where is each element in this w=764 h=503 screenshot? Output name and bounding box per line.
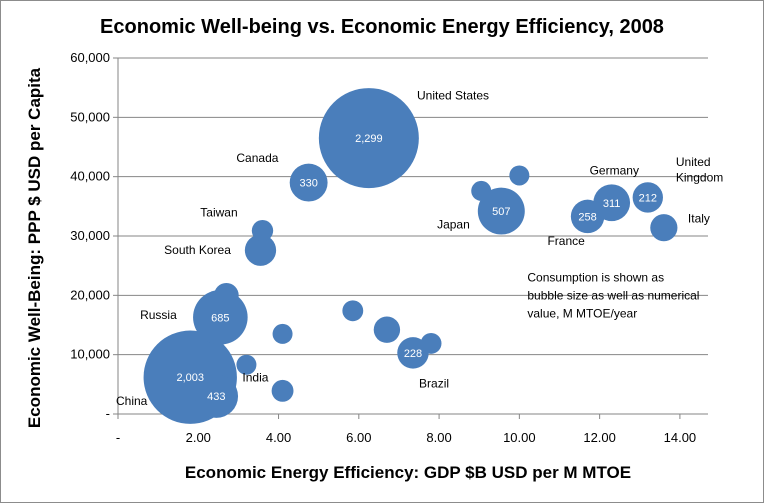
- country-label: Kingdom: [676, 170, 723, 184]
- bubble: [251, 219, 274, 242]
- bubble: [477, 187, 525, 235]
- bubble: [236, 354, 257, 375]
- country-label: Russia: [140, 308, 177, 322]
- bubble: [650, 214, 678, 242]
- x-axis-title: Economic Energy Efficiency: GDP $B USD p…: [185, 463, 631, 482]
- bubble: [194, 374, 239, 418]
- y-tick-label: 40,000: [70, 169, 110, 184]
- annotation-note: Consumption is shown as: [527, 271, 664, 285]
- y-axis-title: Economic Well-Being: PPP $ USD per Capit…: [25, 67, 44, 428]
- bubble: [289, 163, 328, 202]
- bubble: [214, 282, 239, 308]
- bubble-value-label: 212: [639, 192, 657, 204]
- x-tick-label: 2.00: [186, 430, 211, 445]
- bubble: [570, 199, 605, 234]
- x-tick-label: 4.00: [266, 430, 291, 445]
- y-tick-label: 30,000: [70, 228, 110, 243]
- x-tick-label: 8.00: [426, 430, 451, 445]
- y-tick-label: 50,000: [70, 109, 110, 124]
- x-tick-label: 12.00: [583, 430, 616, 445]
- bubble: [318, 88, 419, 189]
- country-label: China: [116, 394, 148, 408]
- country-label: Taiwan: [200, 205, 237, 219]
- y-tick-label: 60,000: [70, 50, 110, 65]
- bubble: [272, 323, 293, 344]
- bubble-value-label: 330: [299, 178, 317, 190]
- bubble-value-label: 2,003: [176, 372, 204, 384]
- bubble: [342, 300, 364, 322]
- bubble: [244, 234, 277, 266]
- annotation-note: value, M MTOE/year: [527, 307, 637, 321]
- country-label: France: [547, 234, 585, 248]
- country-label: Italy: [688, 211, 710, 225]
- x-tick-label: 6.00: [346, 430, 371, 445]
- bubble-value-label: 433: [207, 391, 225, 403]
- y-tick-label: 20,000: [70, 287, 110, 302]
- bubble: [420, 332, 442, 354]
- bubble-value-label: 228: [404, 348, 422, 360]
- country-label: United States: [417, 89, 489, 103]
- bubble: [373, 316, 401, 343]
- bubble-value-label: 507: [492, 206, 510, 218]
- bubble: [271, 379, 294, 402]
- country-label: Japan: [437, 217, 470, 231]
- annotation-note: bubble size as well as numerical: [527, 289, 699, 303]
- x-tick-label: 10.00: [503, 430, 536, 445]
- bubble-value-label: 311: [603, 198, 621, 210]
- x-tick-label: -: [116, 430, 120, 445]
- bubble-value-label: 258: [578, 211, 596, 223]
- country-label: South Korea: [164, 243, 231, 257]
- y-tick-label: 10,000: [70, 347, 110, 362]
- country-label: India: [242, 370, 268, 384]
- bubble: [632, 182, 663, 213]
- bubble: [471, 180, 492, 201]
- chart-title: Economic Well-being vs. Economic Energy …: [100, 16, 664, 38]
- bubble-value-label: 2,299: [355, 133, 383, 145]
- country-label: Canada: [236, 151, 278, 165]
- country-label: Germany: [590, 163, 639, 177]
- bubble-value-label: 685: [211, 312, 229, 324]
- country-label: United: [676, 155, 711, 169]
- y-tick-label: -: [106, 406, 110, 421]
- bubble: [509, 165, 530, 186]
- x-tick-label: 14.00: [664, 430, 697, 445]
- country-label: Brazil: [419, 376, 449, 390]
